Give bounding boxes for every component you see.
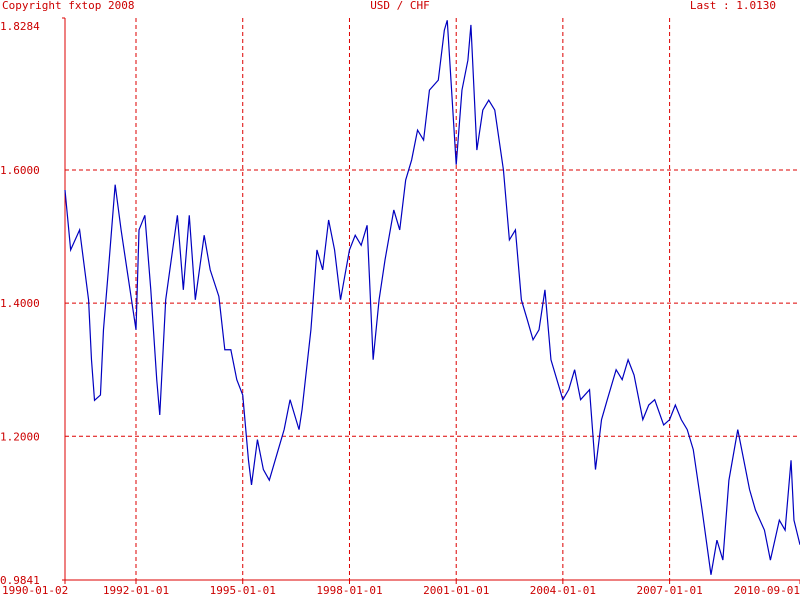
x-tick-label: 2007-01-01 — [636, 584, 702, 597]
y-tick-label: 1.6000 — [0, 164, 40, 177]
last-value: Last : 1.0130 — [690, 0, 776, 12]
x-tick-label: 2001-01-01 — [423, 584, 489, 597]
x-tick-label: 1992-01-01 — [103, 584, 169, 597]
x-tick-label: 1998-01-01 — [316, 584, 382, 597]
chart-title: USD / CHF — [370, 0, 430, 12]
y-tick-label: 1.8284 — [0, 20, 40, 33]
x-tick-label: 1995-01-01 — [210, 584, 276, 597]
y-tick-label: 0.9841 — [0, 574, 40, 587]
x-tick-label: 2010-09-01 — [734, 584, 800, 597]
y-tick-label: 1.4000 — [0, 297, 40, 310]
x-tick-label: 1990-01-02 — [2, 584, 68, 597]
price-line — [64, 20, 800, 575]
copyright: Copyright fxtop 2008 — [2, 0, 134, 12]
y-tick-label: 1.2000 — [0, 430, 40, 443]
x-tick-label: 2004-01-01 — [530, 584, 596, 597]
